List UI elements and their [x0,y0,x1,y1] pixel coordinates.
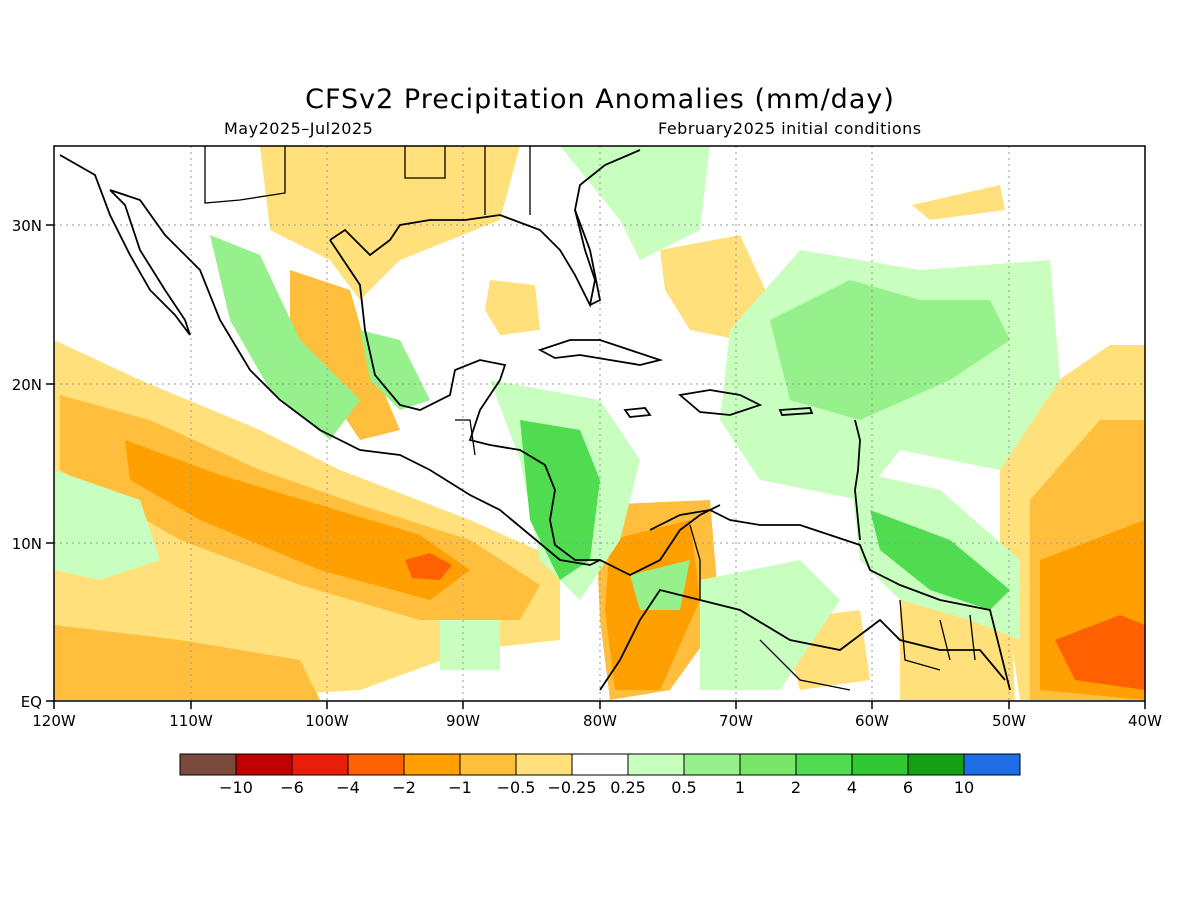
coastlines [59,149,1011,691]
color-bar-swatch [403,753,461,776]
lesser-antilles [854,419,861,541]
dry-anomaly-atlantic-north [912,185,1005,220]
color-bar-label: 10 [954,778,974,797]
color-bar-label: 2 [791,778,801,797]
color-bar-swatch [795,753,853,776]
color-bar-swatch [963,753,1021,776]
color-bar-label: −6 [280,778,304,797]
lon-label: 120W [32,712,76,730]
florida [574,209,602,306]
lat-label: 10N [12,535,42,553]
dry-anomaly-mexico [260,146,520,300]
baja-california [59,154,191,336]
lat-label: EQ [21,693,42,711]
dry-anomaly-max [405,553,452,580]
country-borders [204,146,976,691]
lat-label: 30N [12,217,42,235]
longitude-labels: 120W 110W 100W 90W 80W 70W 60W 50W 40W [32,712,1162,730]
us-gulf-coast [329,149,641,308]
dry-anomaly-caribbean-north [660,235,770,340]
color-bar-swatch [347,753,405,776]
color-bar-swatch [459,753,517,776]
lon-label: 40W [1128,712,1162,730]
lat-label: 20N [12,376,42,394]
color-bar-swatch [179,753,237,776]
color-bar-labels: −10 −6 −4 −2 −1 −0.5 −0.25 0.25 0.5 1 2 4 6 10 [219,778,974,797]
color-bar [179,753,1021,776]
lon-label: 80W [583,712,617,730]
lon-label: 110W [169,712,213,730]
central-america-caribbean [489,444,721,577]
wet-anomaly-mexico-pacific [210,235,360,440]
color-bar-label: 0.5 [671,778,696,797]
color-bar-swatch [291,753,349,776]
lon-label: 100W [305,712,349,730]
color-bar-label: −0.25 [547,778,596,797]
dry-anomaly-pacific-strong [125,440,470,600]
cuba [537,339,664,366]
color-bar-label: −10 [219,778,253,797]
lon-label: 50W [992,712,1026,730]
map-title: CFSv2 Precipitation Anomalies (mm/day) [305,84,895,115]
lon-label: 90W [446,712,480,730]
wet-anomaly-panama [630,560,690,610]
wet-anomaly-mexico-east [360,330,430,410]
wet-anomaly-west-pacific [54,470,160,580]
initial-conditions: February2025 initial conditions [658,119,922,138]
color-bar-swatch [515,753,573,776]
color-bar-swatch [235,753,293,776]
hispaniola [677,389,763,416]
dry-anomaly-mexico-core [290,270,400,440]
wet-anomaly-central-america-core [520,420,600,580]
wet-anomaly-atlantic-core [770,280,1010,420]
color-bar-label: −1 [448,778,472,797]
south-america-interior [599,588,1006,691]
latitude-labels: 30N 20N 10N EQ [12,217,42,711]
wet-anomaly-caribbean [560,146,710,260]
jamaica [623,407,652,418]
dry-anomaly-gulf [485,280,540,335]
colombia-venezuela-coast [649,509,1011,691]
color-bar-swatch [851,753,909,776]
forecast-period: May2025–Jul2025 [224,119,374,138]
color-bar-label: −0.5 [497,778,536,797]
lon-label: 70W [719,712,753,730]
color-bar-swatch [739,753,797,776]
anomaly-field [54,146,1145,700]
dry-anomaly-south-pacific [54,625,320,700]
lon-label: 60W [855,712,889,730]
color-bar-swatch [907,753,965,776]
color-bar-swatch [683,753,741,776]
mexico-pacific-coast [109,189,601,566]
color-bar-label: 6 [903,778,913,797]
axis-ticks [46,224,1146,709]
color-bar-label: −2 [392,778,416,797]
wet-anomaly-lesser-antilles-core [870,510,1010,610]
color-bar-label: 4 [847,778,857,797]
color-bar-swatch [627,753,685,776]
color-bar-label: 1 [735,778,745,797]
color-bar-label: 0.25 [610,778,646,797]
color-bar-label: −4 [336,778,360,797]
wet-anomaly-venezuela [700,560,840,690]
gulf-of-mexico-coast [329,239,507,446]
wet-anomaly-pacific-south [440,620,500,670]
puerto-rico [778,407,814,416]
color-bar-swatch [571,753,629,776]
dry-anomaly-atlantic-max [1055,615,1145,690]
